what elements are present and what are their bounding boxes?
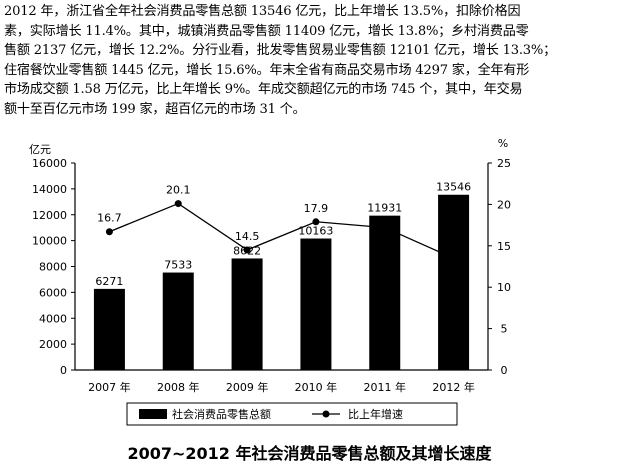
growth-data-label: 14.5 <box>235 230 260 243</box>
left-tick-label: 14000 <box>32 183 67 196</box>
x-tick-label: 2008 年 <box>157 380 200 394</box>
chart-title: 2007~2012 年社会消费品零售总额及其增长速度 <box>127 444 492 463</box>
paragraph-line: 住宿餐饮业零售额 1445 亿元，增长 15.6%。年末全省有商品交易市场 42… <box>4 62 530 78</box>
growth-point <box>381 224 389 232</box>
left-tick-label: 0 <box>60 364 67 377</box>
right-tick-label: 25 <box>497 157 511 170</box>
x-axis: 2007 年 2008 年 2009 年 2010 年 2011 年 2012 年 <box>75 369 488 394</box>
bar <box>300 238 332 370</box>
legend-bar-label: 社会消费品零售总额 <box>172 407 271 421</box>
growth-point <box>312 218 320 226</box>
right-tick-label: 10 <box>497 281 511 294</box>
left-tick-label: 2000 <box>39 338 67 351</box>
bar <box>438 194 470 370</box>
x-tick-label: 2012 年 <box>432 380 475 394</box>
left-tick-label: 4000 <box>39 312 67 325</box>
bar <box>162 272 194 370</box>
legend: 社会消费品零售总额 比上年增速 <box>126 402 458 426</box>
bar <box>369 215 401 370</box>
left-tick-label: 16000 <box>32 157 67 170</box>
left-tick-label: 10000 <box>32 235 67 248</box>
right-tick-label: 0 <box>501 364 508 377</box>
legend-box <box>126 402 458 426</box>
growth-point <box>105 228 113 236</box>
legend-line-label: 比上年增速 <box>348 407 403 421</box>
bar <box>231 258 263 370</box>
growth-point <box>174 200 182 208</box>
bar-data-label: 7533 <box>164 259 192 272</box>
paragraph-line: 市场成交额 1.58 万亿元，比上年增长 9%。年成交额超亿元的市场 745 个… <box>4 82 523 98</box>
legend-line-marker <box>322 410 330 418</box>
legend-bar-swatch <box>139 409 167 419</box>
bar-data-label: 11931 <box>367 202 402 215</box>
x-tick-label: 2010 年 <box>295 380 338 394</box>
summary-paragraph: 2012 年，浙江省全年社会消费品零售总额 13546 亿元，比上年增长 13.… <box>4 2 616 120</box>
left-tick-label: 12000 <box>32 209 67 222</box>
bar-data-label: 10163 <box>298 225 333 238</box>
x-tick-label: 2011 年 <box>364 380 407 394</box>
paragraph-line: 额十至百亿元市场 199 家，超百亿元的市场 31 个。 <box>4 101 306 117</box>
right-tick-label: 5 <box>501 323 508 336</box>
growth-data-label: 20.1 <box>166 184 191 197</box>
x-tick-label: 2009 年 <box>226 380 269 394</box>
right-tick-label: 15 <box>497 240 511 253</box>
right-axis: 0 5 10 15 20 25% <box>487 137 511 377</box>
bar-series: 627175338622101631193113546 <box>93 181 471 370</box>
growth-point <box>243 246 251 254</box>
bar <box>93 288 125 370</box>
growth-point <box>450 254 458 262</box>
growth-data-label: 17.9 <box>304 202 329 215</box>
bar-data-label: 6271 <box>95 275 123 288</box>
paragraph-line: 素，实际增长 11.4%。其中，城镇消费品零售额 11409 亿元，增长 13.… <box>4 23 529 39</box>
growth-line <box>109 202 454 259</box>
x-tick-label: 2007 年 <box>88 380 131 394</box>
right-axis-unit: % <box>498 137 508 150</box>
left-tick-label: 8000 <box>39 261 67 274</box>
growth-data-label: 16.7 <box>97 212 122 225</box>
left-axis-unit: 亿元 <box>29 143 51 156</box>
right-tick-label: 20 <box>497 198 511 211</box>
paragraph-line: 售额 2137 亿元，增长 12.2%。分行业看，批发零售贸易业零售额 1210… <box>4 43 557 59</box>
left-tick-label: 6000 <box>39 286 67 299</box>
paragraph-line: 2012 年，浙江省全年社会消费品零售总额 13546 亿元，比上年增长 13.… <box>4 4 521 19</box>
bar-data-label: 13546 <box>436 181 471 194</box>
line-series: 16.7 20.1 14.5 17.9 <box>97 184 458 262</box>
